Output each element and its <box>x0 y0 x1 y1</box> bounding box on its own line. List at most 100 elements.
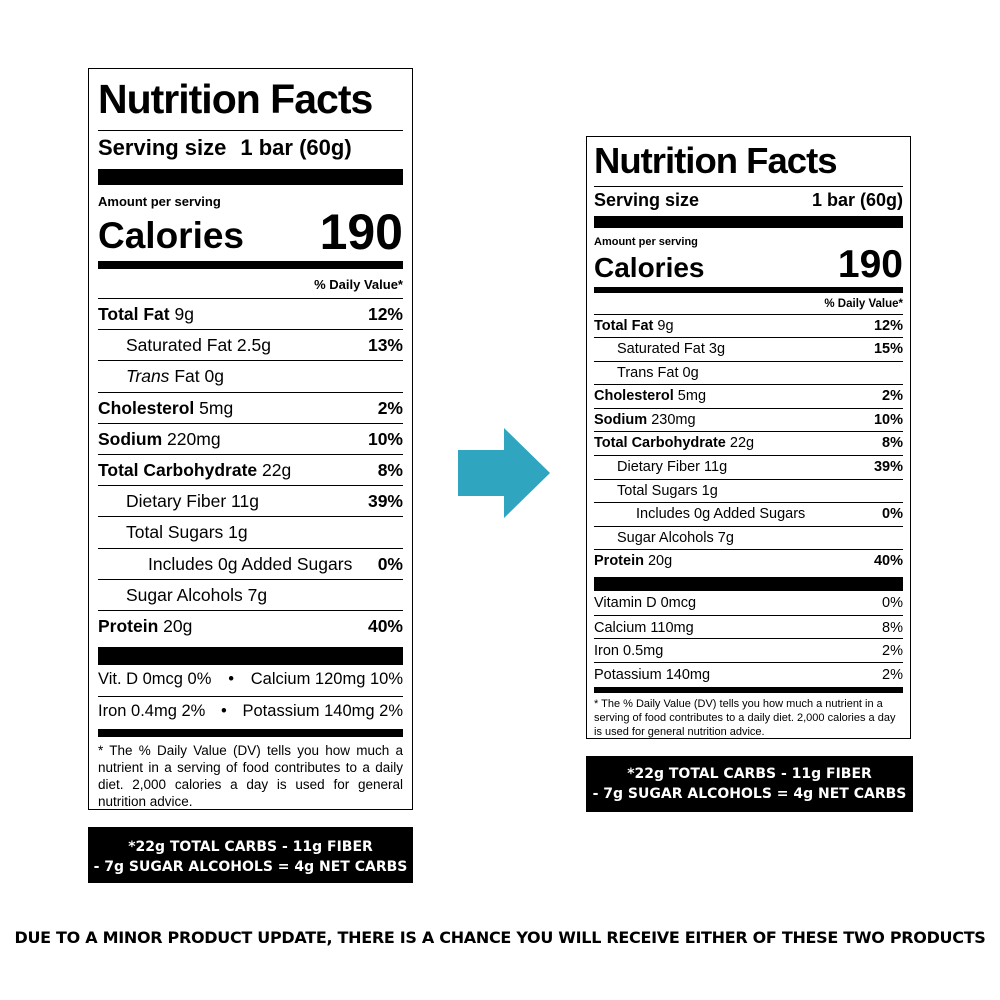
nutrient-name: Total Carbohydrate <box>594 435 726 452</box>
nutrient-name-italic: Trans <box>126 366 170 387</box>
serving-size-value: 1 bar (60g) <box>811 189 903 210</box>
vitamin-row: Calcium 110mg 8% <box>594 614 903 639</box>
serving-size: Serving size 1 bar (60g) <box>98 130 403 161</box>
nutrient-amount: 5mg <box>677 388 707 405</box>
nutrient-row: Dietary Fiber 11g 39% <box>594 455 903 479</box>
nutrient-name: Protein <box>594 553 644 570</box>
nutrient-dv: 40% <box>367 615 403 636</box>
nutrient-row: Sodium 230mg 10% <box>594 407 903 432</box>
nutrient-row: Total Sugars 1g <box>594 478 903 503</box>
vitamin-dv: 0% <box>882 595 903 612</box>
nutrient-row: Total Fat 9g 12% <box>98 298 403 329</box>
divider-medium <box>594 286 903 293</box>
nutrient-amount: 230mg <box>651 411 696 428</box>
nutrient-name: Sugar Alcohols <box>126 584 243 605</box>
nutrient-amount: 7g <box>247 584 268 605</box>
serving-size: Serving size 1 bar (60g) <box>594 185 903 211</box>
product-update-notice: DUE TO A MINOR PRODUCT UPDATE, THERE IS … <box>14 928 986 947</box>
bullet-separator: • <box>228 670 234 689</box>
nutrient-row: Total Carbohydrate 22g 8% <box>98 453 403 485</box>
nutrient-dv: 8% <box>377 459 403 480</box>
nutrient-dv: 0% <box>377 553 403 574</box>
nutrient-name: Cholesterol <box>98 397 195 418</box>
nutrient-row: Cholesterol 5mg 2% <box>98 391 403 423</box>
divider-thick <box>98 647 403 666</box>
amount-per-serving: Amount per serving <box>98 194 221 209</box>
nutrient-name: Sodium <box>98 428 163 449</box>
nutrient-dv: 12% <box>873 317 903 334</box>
daily-value-header: % Daily Value* <box>824 297 903 310</box>
nutrient-amount: 9g <box>174 304 194 324</box>
divider-medium <box>98 729 403 738</box>
nutrient-amount: 9g <box>657 317 674 334</box>
net-carbs-line1: *22g TOTAL CARBS - 11g FIBER <box>128 839 373 855</box>
footnote: * The % Daily Value (DV) tells you how m… <box>98 743 403 809</box>
nutrient-row: Total Fat 9g 12% <box>594 313 903 338</box>
nutrient-name: Includes 0g Added Sugars <box>636 506 806 523</box>
footnote: * The % Daily Value (DV) tells you how m… <box>594 698 896 738</box>
serving-size-label: Serving size <box>594 189 700 210</box>
nutrient-amount: 7g <box>717 529 734 546</box>
nutrient-dv: 39% <box>873 459 903 476</box>
nutrient-row: Includes 0g Added Sugars 0% <box>98 547 403 579</box>
vitamin-row: Potassium 140mg 2% <box>594 661 903 686</box>
nutrient-amount: 5mg <box>199 397 234 418</box>
label-title: Nutrition Facts <box>98 76 373 122</box>
nutrient-dv: 10% <box>367 428 403 449</box>
serving-size-label: Serving size <box>98 135 227 160</box>
nutrient-name: Cholesterol <box>594 388 674 405</box>
nutrient-row: Sugar Alcohols 7g <box>594 525 903 550</box>
divider-thick <box>98 169 403 185</box>
nutrient-amount: 22g <box>262 459 292 480</box>
vitamin-row: Vitamin D 0mcg 0% <box>594 591 903 615</box>
nutrient-amount: 2.5g <box>236 335 271 356</box>
nutrient-name: Dietary Fiber <box>617 459 700 476</box>
mineral-b: Calcium 120mg 10% <box>250 670 403 689</box>
nutrition-label-old: Nutrition Facts Serving size 1 bar (60g)… <box>88 68 413 810</box>
nutrient-row: Total Sugars 1g <box>98 516 403 547</box>
nutrient-name: Sugar Alcohols <box>617 529 714 546</box>
nutrient-dv: 12% <box>367 304 403 324</box>
calories-value: 190 <box>837 242 903 286</box>
nutrient-row: Protein 20g 40% <box>98 609 403 641</box>
nutrient-amount: 0g <box>682 364 699 381</box>
nutrient-name: Total Fat <box>594 317 654 334</box>
nutrient-dv: 39% <box>367 491 403 512</box>
nutrient-name: Trans Fat <box>617 364 679 381</box>
nutrient-row: Includes 0g Added Sugars 0% <box>594 502 903 526</box>
nutrient-amount: 220mg <box>167 428 221 449</box>
arrow-right-icon <box>458 428 550 518</box>
nutrient-name: Includes 0g Added Sugars <box>148 553 353 574</box>
nutrient-name: Protein <box>98 615 159 636</box>
net-carbs-box: *22g TOTAL CARBS - 11g FIBER - 7g SUGAR … <box>88 827 413 883</box>
vitamin-dv: 2% <box>882 643 903 660</box>
vitamin-name: Calcium 110mg <box>594 619 694 636</box>
nutrient-name: Sodium <box>594 411 648 428</box>
nutrient-amount: 1g <box>228 522 248 543</box>
calories-row: Calories 190 <box>98 207 403 257</box>
nutrient-row: Saturated Fat 3g 15% <box>594 337 903 361</box>
nutrient-amount: 11g <box>704 459 728 476</box>
net-carbs-line2: - 7g SUGAR ALCOHOLS = 4g NET CARBS <box>592 786 907 802</box>
calories-value: 190 <box>319 204 403 260</box>
nutrient-row: Sodium 220mg 10% <box>98 422 403 454</box>
net-carbs-box: *22g TOTAL CARBS - 11g FIBER - 7g SUGAR … <box>586 756 913 812</box>
vitamin-name: Potassium 140mg <box>594 666 711 683</box>
bullet-separator: • <box>221 702 227 721</box>
calories-label: Calories <box>98 215 245 256</box>
nutrient-row: Trans Fat 0g <box>594 360 903 385</box>
nutrient-name: Total Sugars <box>126 522 224 543</box>
calories-label: Calories <box>594 251 705 283</box>
vitamin-name: Iron 0.5mg <box>594 643 664 660</box>
nutrient-row: Saturated Fat 2.5g 13% <box>98 329 403 360</box>
nutrient-row: Dietary Fiber 11g 39% <box>98 485 403 516</box>
mineral-row: Vit. D 0mcg 0% • Calcium 120mg 10% <box>98 665 403 696</box>
nutrient-row: Cholesterol 5mg 2% <box>594 384 903 408</box>
nutrient-row: Total Carbohydrate 22g 8% <box>594 431 903 455</box>
divider-medium <box>594 687 903 694</box>
nutrient-amount: 20g <box>163 615 193 636</box>
nutrient-dv: 40% <box>873 553 903 570</box>
nutrient-dv: 10% <box>873 411 903 428</box>
nutrient-dv: 2% <box>377 397 403 418</box>
nutrient-name: Total Carbohydrate <box>98 459 258 480</box>
